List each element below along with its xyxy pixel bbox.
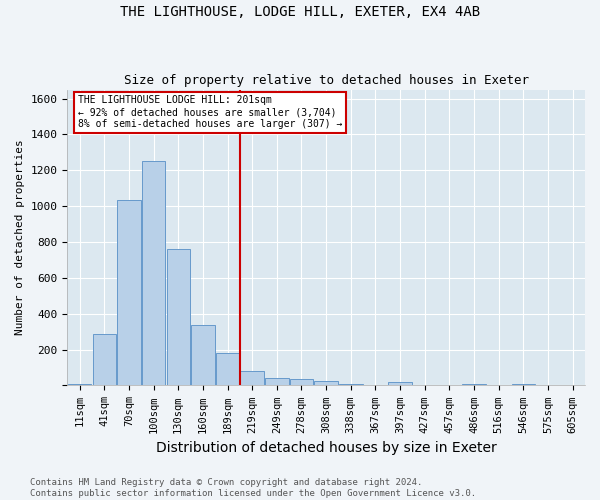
Bar bbox=[68, 384, 91, 386]
Text: THE LIGHTHOUSE, LODGE HILL, EXETER, EX4 4AB: THE LIGHTHOUSE, LODGE HILL, EXETER, EX4 … bbox=[120, 5, 480, 19]
Bar bbox=[92, 334, 116, 386]
Bar bbox=[314, 381, 338, 386]
Bar bbox=[290, 379, 313, 386]
Y-axis label: Number of detached properties: Number of detached properties bbox=[15, 140, 25, 336]
Title: Size of property relative to detached houses in Exeter: Size of property relative to detached ho… bbox=[124, 74, 529, 87]
Bar bbox=[142, 162, 165, 386]
Bar bbox=[117, 200, 140, 386]
Bar bbox=[512, 384, 535, 386]
Bar bbox=[241, 371, 264, 386]
Bar bbox=[265, 378, 289, 386]
Bar bbox=[167, 249, 190, 386]
Bar bbox=[216, 353, 239, 386]
X-axis label: Distribution of detached houses by size in Exeter: Distribution of detached houses by size … bbox=[156, 441, 497, 455]
Text: Contains HM Land Registry data © Crown copyright and database right 2024.
Contai: Contains HM Land Registry data © Crown c… bbox=[30, 478, 476, 498]
Text: THE LIGHTHOUSE LODGE HILL: 201sqm
← 92% of detached houses are smaller (3,704)
8: THE LIGHTHOUSE LODGE HILL: 201sqm ← 92% … bbox=[77, 96, 342, 128]
Bar bbox=[339, 384, 362, 386]
Bar bbox=[463, 384, 486, 386]
Bar bbox=[191, 326, 215, 386]
Bar bbox=[388, 382, 412, 386]
